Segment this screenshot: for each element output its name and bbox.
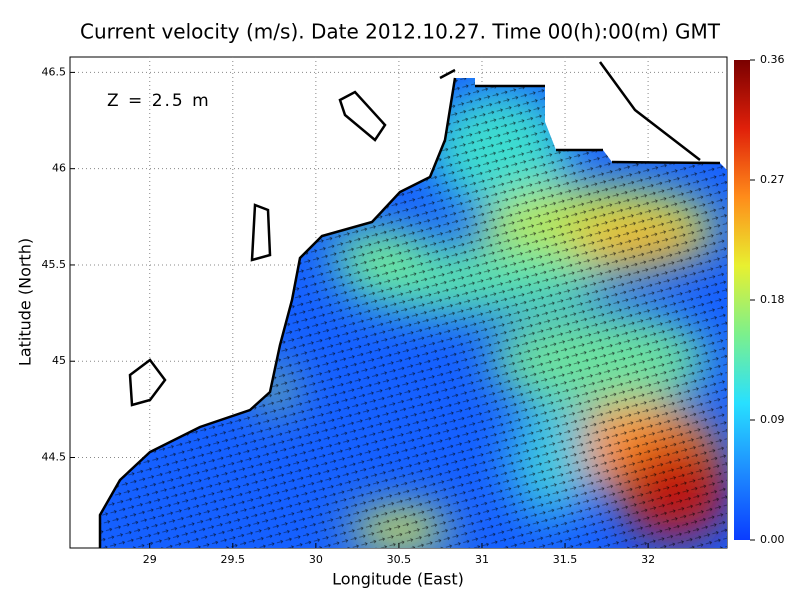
x-axis-label: Longitude (East) (332, 570, 464, 589)
colorbar-tick-label: 0.00 (760, 533, 785, 546)
x-tick-label: 29.5 (221, 553, 246, 566)
x-tick-label: 31 (475, 553, 489, 566)
y-tick-label: 45 (52, 354, 66, 367)
coastline-detail (128, 61, 701, 407)
chart-title: Current velocity (m/s). Date 2012.10.27.… (80, 20, 721, 44)
x-tick-label: 32 (641, 553, 655, 566)
depth-annotation: Z = 2.5 m (107, 91, 211, 111)
y-tick-label: 44.5 (42, 451, 67, 464)
colorbar-tick-label: 0.09 (760, 413, 785, 426)
x-tick-label: 31.5 (553, 553, 578, 566)
colorbar-tick-label: 0.36 (760, 53, 785, 66)
x-tick-label: 30 (309, 553, 323, 566)
x-tick-label: 30.5 (387, 553, 412, 566)
y-tick-label: 45.5 (42, 258, 67, 271)
coastline (98, 77, 721, 548)
x-tick-label: 29 (143, 553, 157, 566)
colorbar-tick-label: 0.18 (760, 293, 785, 306)
y-axis-label: Latitude (North) (16, 238, 35, 366)
colorbar-tick-label: 0.27 (760, 173, 785, 186)
y-tick-label: 46.5 (42, 65, 67, 78)
colorbar (734, 60, 750, 540)
y-tick-label: 46 (52, 162, 66, 175)
